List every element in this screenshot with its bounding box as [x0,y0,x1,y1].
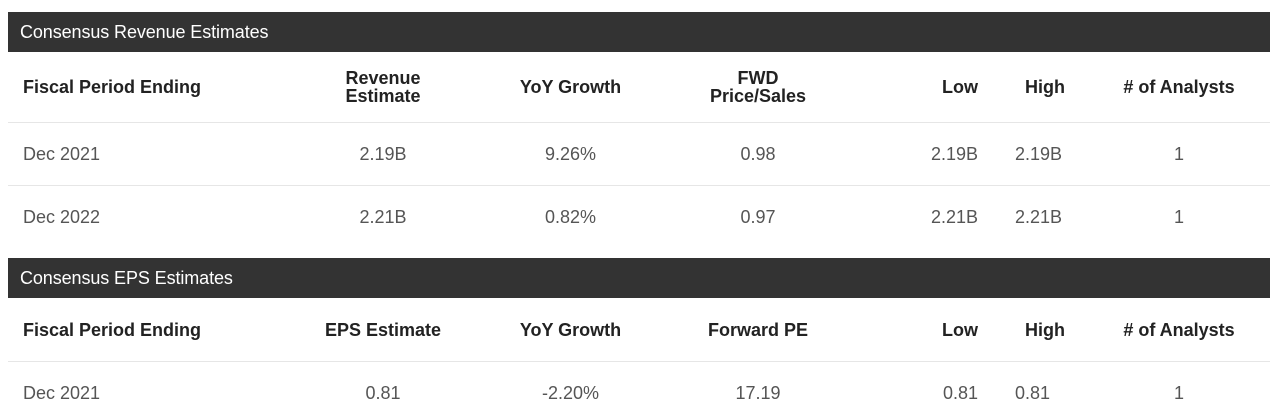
cell-period: Dec 2022 [23,206,101,227]
col-revenue-estimate-header-line1: Revenue [345,68,421,88]
table-row: Dec 2021 2.19B 9.26% 0.98 2.19B 2.19B 1 [8,122,1270,186]
cell-period: Dec 2021 [8,122,278,186]
col-forward-pe-header: Forward PE [653,298,863,362]
cell-estimate: 2.21B [359,206,407,227]
cell-ratio: 17.19 [735,382,781,403]
cell-ratio: 0.97 [740,206,776,227]
col-fwd-price-sales-header-line1: FWD [737,68,779,88]
col-revenue-estimate-header-line2: Estimate [345,86,421,106]
col-fiscal-period-header: Fiscal Period Ending [8,52,278,123]
col-fwd-price-sales-header-line2: Price/Sales [709,86,807,106]
cell-period: Dec 2021 [23,382,101,403]
eps-section-title: Consensus EPS Estimates [8,258,1270,298]
cell-high: 2.19B [978,122,1088,186]
col-analysts-header: # of Analysts [1088,298,1270,362]
cell-growth: -2.20% [541,382,600,403]
cell-low: 0.81 [942,382,978,403]
col-revenue-estimate-header: Revenue Estimate [278,52,488,123]
revenue-section-title: Consensus Revenue Estimates [8,12,1270,52]
cell-growth: 0.82% [544,206,597,227]
cell-growth: 9.26% [488,122,653,186]
revenue-header-row: Fiscal Period Ending Revenue Estimate Yo… [8,52,1270,123]
cell-analysts: 1 [1173,206,1184,227]
col-eps-estimate-header: EPS Estimate [278,298,488,362]
col-fwd-price-sales-header: FWD Price/Sales [653,52,863,123]
cell-low: 2.19B [863,122,978,186]
cell-estimate: 0.81 [365,382,401,403]
table-row: Dec 2022 2.21B 0.82% 0.97 2.21B 2.21B 1 [8,186,1270,249]
cell-estimate: 2.19B [278,122,488,186]
revenue-estimates-table: Fiscal Period Ending Revenue Estimate Yo… [8,52,1270,248]
eps-estimates-table: Fiscal Period Ending EPS Estimate YoY Gr… [8,298,1270,415]
eps-header-row: Fiscal Period Ending EPS Estimate YoY Gr… [8,298,1270,362]
col-fiscal-period-header: Fiscal Period Ending [8,298,278,362]
table-row: Dec 2021 0.81 -2.20% 17.19 0.81 0.81 1 [8,362,1270,415]
cell-high: 2.21B [1015,206,1063,227]
cell-analysts: 1 [1088,122,1270,186]
cell-low: 2.21B [930,206,978,227]
col-analysts-header: # of Analysts [1088,52,1270,123]
col-high-header: High [978,298,1088,362]
cell-ratio: 0.98 [653,122,863,186]
col-yoy-growth-header: YoY Growth [488,298,653,362]
cell-analysts: 1 [1173,382,1184,403]
cell-high: 0.81 [1015,382,1051,403]
col-low-header: Low [863,298,978,362]
col-low-header: Low [863,52,978,123]
col-yoy-growth-header: YoY Growth [488,52,653,123]
col-high-header: High [978,52,1088,123]
